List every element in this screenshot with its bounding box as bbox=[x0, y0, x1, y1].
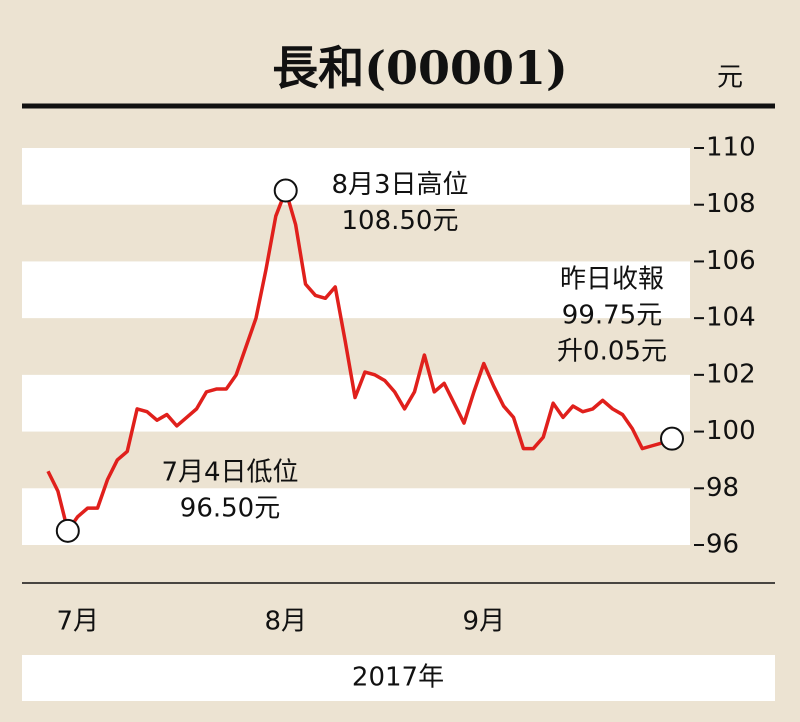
annotation: 99.75元 bbox=[562, 301, 662, 331]
annotation: 昨日收報 bbox=[560, 265, 664, 295]
price-line bbox=[46, 188, 673, 533]
y-tick-label: 100 bbox=[706, 416, 756, 446]
annotation: 108.50元 bbox=[342, 206, 459, 236]
annotation: 升0.05元 bbox=[557, 337, 667, 367]
marker bbox=[273, 178, 298, 203]
x-axis-title: 2017年 bbox=[352, 663, 444, 693]
y-tick-label: 110 bbox=[706, 133, 756, 163]
bands bbox=[22, 148, 690, 545]
x-tick-label: 7月 bbox=[56, 607, 99, 637]
marker bbox=[55, 518, 80, 543]
unit-label: 元 bbox=[717, 63, 743, 93]
x-tick-label: 9月 bbox=[463, 607, 506, 637]
y-tick-label: 104 bbox=[706, 303, 756, 333]
band bbox=[22, 261, 690, 319]
band bbox=[22, 488, 690, 545]
y-tick-label: 106 bbox=[706, 246, 756, 276]
x-title-band bbox=[22, 655, 775, 701]
y-tick-label: 102 bbox=[706, 359, 756, 389]
annotation: 7月4日低位 bbox=[161, 457, 298, 487]
x-tick-label: 8月 bbox=[264, 607, 307, 637]
annotation: 96.50元 bbox=[180, 493, 280, 523]
y-tick-label: 96 bbox=[706, 530, 739, 560]
marker bbox=[660, 426, 684, 451]
band bbox=[22, 374, 690, 432]
band bbox=[22, 148, 690, 205]
y-tick-label: 108 bbox=[706, 189, 756, 219]
chart-title: 長和(00001) bbox=[272, 41, 568, 95]
y-tick-label: 98 bbox=[706, 473, 739, 503]
annotation: 8月3日高位 bbox=[331, 170, 468, 200]
